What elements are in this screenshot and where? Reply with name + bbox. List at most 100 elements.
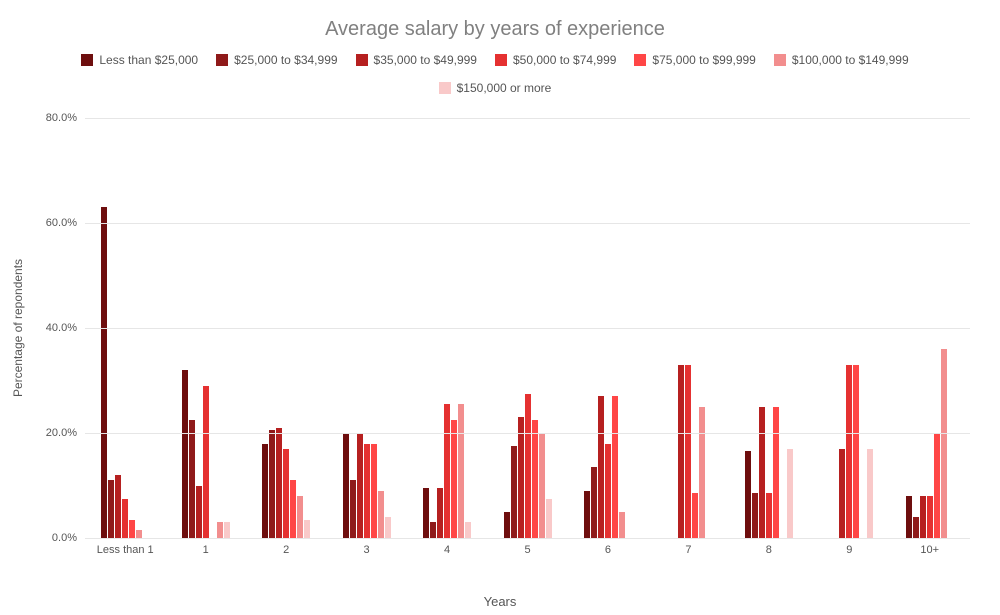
legend-label: $35,000 to $49,999 bbox=[374, 53, 477, 67]
bar bbox=[941, 349, 947, 538]
bar bbox=[546, 499, 552, 538]
bar bbox=[385, 517, 391, 538]
bar bbox=[122, 499, 128, 538]
bar bbox=[934, 433, 940, 538]
bar bbox=[504, 512, 510, 538]
bar bbox=[584, 491, 590, 538]
grid-line bbox=[85, 433, 970, 434]
x-tick-label: 4 bbox=[444, 538, 450, 556]
legend-item: $100,000 to $149,999 bbox=[774, 53, 909, 67]
bar bbox=[189, 420, 195, 538]
legend-swatch bbox=[439, 82, 451, 94]
x-tick-label: 6 bbox=[605, 538, 611, 556]
legend-label: $150,000 or more bbox=[457, 81, 552, 95]
bar bbox=[759, 407, 765, 538]
legend-swatch bbox=[774, 54, 786, 66]
legend-label: $50,000 to $74,999 bbox=[513, 53, 616, 67]
bar bbox=[532, 420, 538, 538]
bar bbox=[203, 386, 209, 538]
legend-swatch bbox=[216, 54, 228, 66]
x-tick-label: 1 bbox=[203, 538, 209, 556]
bar bbox=[129, 520, 135, 538]
bar bbox=[511, 446, 517, 538]
bar bbox=[108, 480, 114, 538]
x-tick-label: 7 bbox=[685, 538, 691, 556]
bar bbox=[276, 428, 282, 538]
bar bbox=[692, 493, 698, 538]
bar bbox=[773, 407, 779, 538]
bar bbox=[927, 496, 933, 538]
grid-line bbox=[85, 328, 970, 329]
legend-label: $75,000 to $99,999 bbox=[652, 53, 755, 67]
grid-line bbox=[85, 223, 970, 224]
legend-label: Less than $25,000 bbox=[99, 53, 198, 67]
legend-label: $25,000 to $34,999 bbox=[234, 53, 337, 67]
bar bbox=[364, 444, 370, 539]
bar bbox=[458, 404, 464, 538]
bar bbox=[371, 444, 377, 539]
x-tick-label: 9 bbox=[846, 538, 852, 556]
x-tick-label: 2 bbox=[283, 538, 289, 556]
bar bbox=[913, 517, 919, 538]
bar bbox=[430, 522, 436, 538]
bar bbox=[269, 430, 275, 538]
bar bbox=[423, 488, 429, 538]
legend-swatch bbox=[356, 54, 368, 66]
legend-item: $35,000 to $49,999 bbox=[356, 53, 477, 67]
y-tick-label: 60.0% bbox=[46, 217, 85, 229]
bar bbox=[518, 417, 524, 538]
bar bbox=[101, 207, 107, 538]
bar bbox=[304, 520, 310, 538]
bar bbox=[685, 365, 691, 538]
bar bbox=[196, 486, 202, 539]
x-tick-label: Less than 1 bbox=[97, 538, 154, 556]
x-tick-label: 8 bbox=[766, 538, 772, 556]
bar bbox=[846, 365, 852, 538]
bar bbox=[539, 433, 545, 538]
bar bbox=[451, 420, 457, 538]
bar bbox=[839, 449, 845, 538]
bar bbox=[115, 475, 121, 538]
bar bbox=[283, 449, 289, 538]
x-tick-label: 10+ bbox=[920, 538, 939, 556]
bar bbox=[262, 444, 268, 539]
grid-line bbox=[85, 118, 970, 119]
bar bbox=[853, 365, 859, 538]
bar bbox=[465, 522, 471, 538]
legend-swatch bbox=[634, 54, 646, 66]
bar bbox=[752, 493, 758, 538]
y-tick-label: 80.0% bbox=[46, 112, 85, 124]
bar bbox=[699, 407, 705, 538]
legend-item: $75,000 to $99,999 bbox=[634, 53, 755, 67]
legend-label: $100,000 to $149,999 bbox=[792, 53, 909, 67]
bar bbox=[224, 522, 230, 538]
bar bbox=[787, 449, 793, 538]
bar bbox=[357, 433, 363, 538]
legend: Less than $25,000 $25,000 to $34,999 $35,0… bbox=[55, 53, 935, 95]
bar bbox=[217, 522, 223, 538]
legend-item: $50,000 to $74,999 bbox=[495, 53, 616, 67]
bar bbox=[591, 467, 597, 538]
bar bbox=[598, 396, 604, 538]
bar bbox=[297, 496, 303, 538]
x-tick-label: 5 bbox=[524, 538, 530, 556]
bar bbox=[612, 396, 618, 538]
bar bbox=[437, 488, 443, 538]
bar bbox=[678, 365, 684, 538]
bar bbox=[343, 433, 349, 538]
legend-swatch bbox=[495, 54, 507, 66]
x-axis-label: Years bbox=[484, 594, 517, 609]
legend-swatch bbox=[81, 54, 93, 66]
bar bbox=[378, 491, 384, 538]
bar bbox=[619, 512, 625, 538]
bar bbox=[136, 530, 142, 538]
plot-area: 0.0%20.0%40.0%60.0%80.0%Less than 112345… bbox=[85, 118, 970, 538]
bar bbox=[350, 480, 356, 538]
y-axis-label: Percentage of repondents bbox=[11, 259, 25, 397]
y-tick-label: 0.0% bbox=[52, 532, 85, 544]
y-tick-label: 20.0% bbox=[46, 427, 85, 439]
bar bbox=[182, 370, 188, 538]
y-tick-label: 40.0% bbox=[46, 322, 85, 334]
bar bbox=[920, 496, 926, 538]
bar bbox=[906, 496, 912, 538]
